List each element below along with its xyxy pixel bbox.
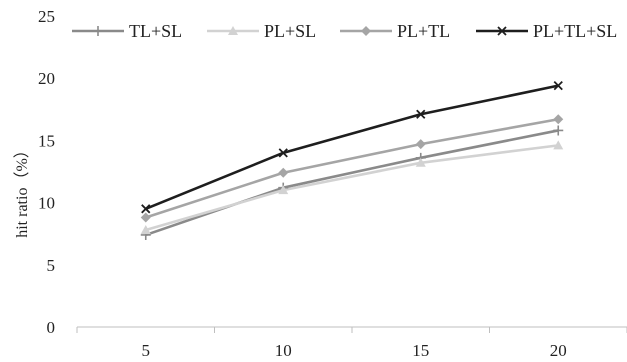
legend-label: PL+TL+SL <box>533 21 617 41</box>
data-point-pl-sl <box>278 185 289 195</box>
y-tick-label: 0 <box>47 318 56 337</box>
data-point-pl-sl <box>415 157 426 167</box>
x-tick-label: 5 <box>142 341 151 360</box>
data-point-pl-tl <box>415 139 426 150</box>
data-point-pl-sl <box>140 224 151 234</box>
legend-label: TL+SL <box>129 21 182 41</box>
legend-marker <box>497 26 507 36</box>
legend-marker <box>228 26 238 35</box>
series-line-pl-tl-sl <box>145 84 559 211</box>
y-tick-label: 10 <box>38 194 55 213</box>
series-line-pl-sl <box>145 144 559 232</box>
x-tick-label: 15 <box>412 341 429 360</box>
y-tick-label: 20 <box>38 69 55 88</box>
y-tick-label: 25 <box>38 7 55 26</box>
data-point-pl-tl <box>140 212 151 223</box>
y-tick-label: 15 <box>38 131 55 150</box>
data-point-tl-sl <box>553 125 564 136</box>
y-axis-label: hit ratio（%） <box>13 142 31 238</box>
data-point-pl-sl <box>553 140 564 150</box>
legend-item-pl-tl: PL+TL <box>340 21 450 41</box>
data-point-pl-tl-sl <box>141 204 151 214</box>
data-point-pl-tl <box>278 167 289 178</box>
y-tick-label: 5 <box>47 256 56 275</box>
legend-marker <box>93 26 103 36</box>
legend-marker <box>361 26 371 36</box>
x-tick-label: 20 <box>550 341 567 360</box>
data-point-pl-tl-sl <box>278 148 288 158</box>
legend-label: PL+SL <box>264 21 316 41</box>
series-line-pl-tl <box>145 117 559 219</box>
x-tick-label: 10 <box>275 341 292 360</box>
legend-item-tl-sl: TL+SL <box>72 21 182 41</box>
data-point-pl-tl-sl <box>553 81 563 91</box>
legend-item-pl-tl-sl: PL+TL+SL <box>476 21 617 41</box>
legend-label: PL+TL <box>397 21 450 41</box>
data-point-pl-tl-sl <box>416 109 426 119</box>
data-point-pl-tl <box>553 114 564 125</box>
legend-item-pl-sl: PL+SL <box>207 21 316 41</box>
